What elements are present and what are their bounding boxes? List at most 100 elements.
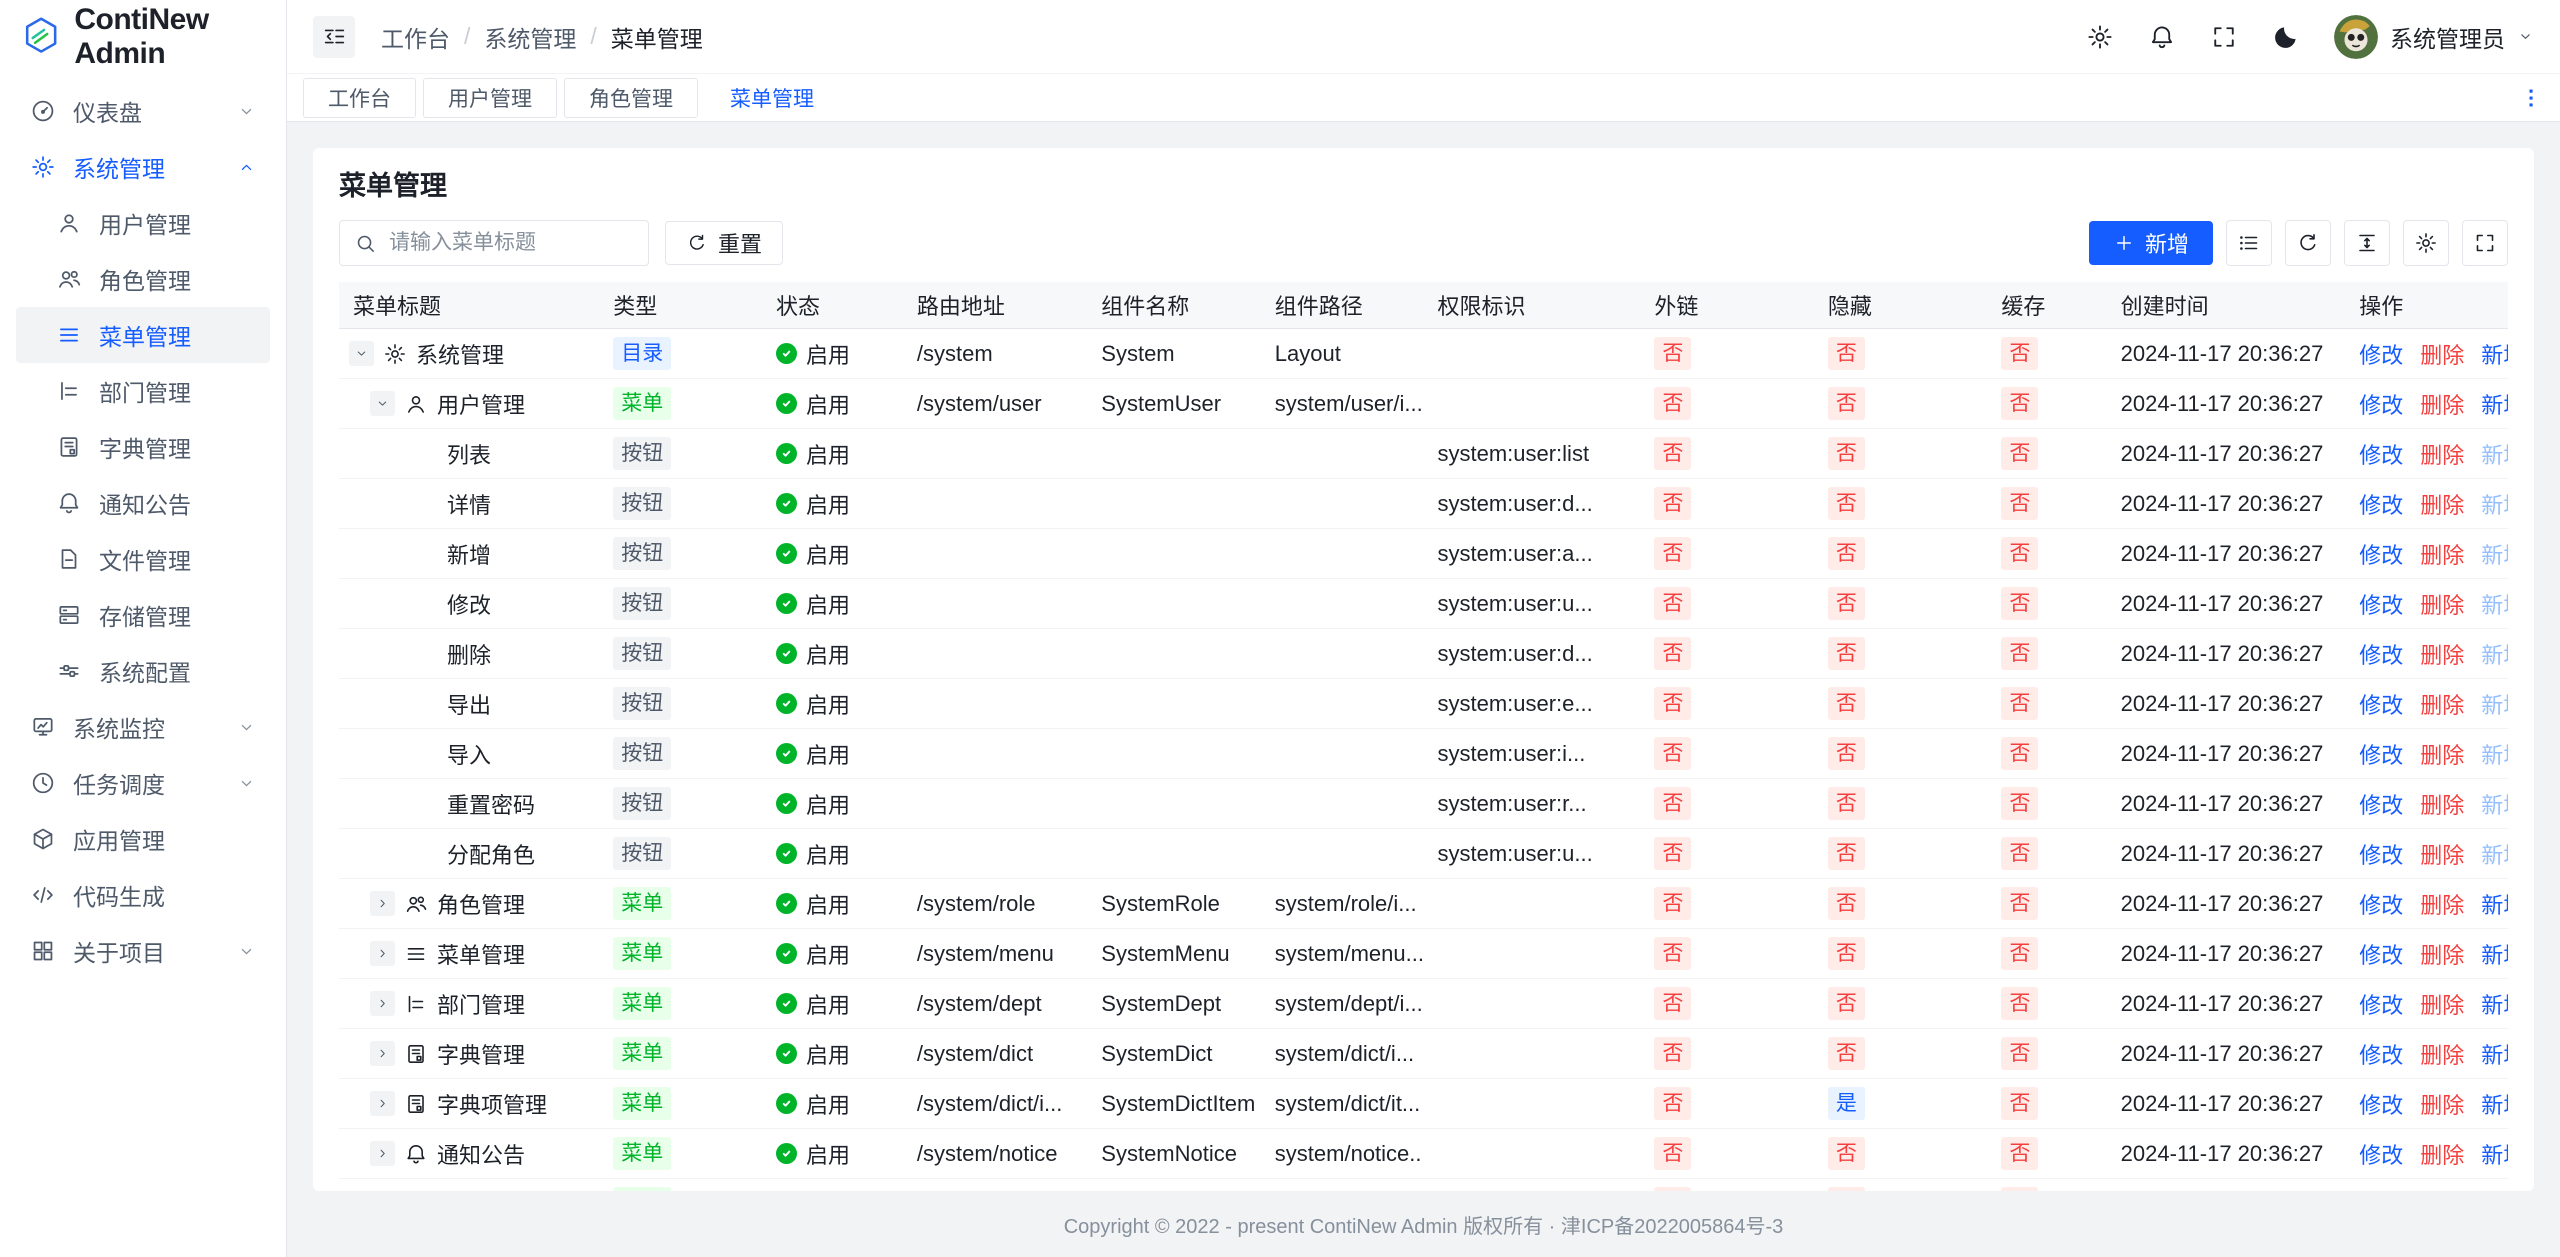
gear-icon[interactable] <box>2086 23 2114 51</box>
sidebar-item-user[interactable]: 用户管理 <box>16 195 270 251</box>
search-input[interactable] <box>387 230 634 256</box>
line-height-button[interactable] <box>2344 220 2390 266</box>
tab-item[interactable]: 用户管理 <box>423 77 557 118</box>
sidebar-item-monitor[interactable]: 系统监控 <box>16 699 270 755</box>
delete-link[interactable]: 删除 <box>2420 392 2465 418</box>
tab-item[interactable]: 角色管理 <box>564 77 698 118</box>
add-link[interactable]: 新增 <box>2481 1142 2508 1168</box>
sidebar-item-gear[interactable]: 系统管理 <box>16 139 270 195</box>
fullscreen-icon[interactable] <box>2210 23 2238 51</box>
edit-link[interactable]: 修改 <box>2359 792 2404 818</box>
sidebar-item-clock[interactable]: 任务调度 <box>16 755 270 811</box>
sidebar-item-storage[interactable]: 存储管理 <box>16 587 270 643</box>
row-expander[interactable] <box>370 391 395 416</box>
bell-icon[interactable] <box>2148 23 2176 51</box>
delete-link[interactable]: 删除 <box>2420 492 2465 518</box>
edit-link[interactable]: 修改 <box>2359 392 2404 418</box>
tab-more-icon[interactable] <box>2518 85 2544 111</box>
edit-link[interactable]: 修改 <box>2359 592 2404 618</box>
sidebar-item-grid[interactable]: 关于项目 <box>16 923 270 979</box>
edit-link[interactable]: 修改 <box>2359 1042 2404 1068</box>
add-link[interactable]: 新增 <box>2481 892 2508 918</box>
row-expander[interactable] <box>370 1141 395 1166</box>
breadcrumb-item[interactable]: 菜单管理 <box>610 25 703 52</box>
row-expander[interactable] <box>370 891 395 916</box>
edit-link[interactable]: 修改 <box>2359 642 2404 668</box>
delete-link[interactable]: 删除 <box>2420 942 2465 968</box>
sidebar-item-menu[interactable]: 菜单管理 <box>16 307 270 363</box>
sidebar-item-dept[interactable]: 部门管理 <box>16 363 270 419</box>
delete-link[interactable]: 删除 <box>2420 442 2465 468</box>
add-link[interactable]: 新增 <box>2481 942 2508 968</box>
edit-link[interactable]: 修改 <box>2359 1142 2404 1168</box>
row-expander[interactable] <box>370 991 395 1016</box>
edit-link[interactable]: 修改 <box>2359 442 2404 468</box>
user-menu[interactable]: 系统管理员 <box>2334 14 2534 59</box>
table-row: 重置密码 按钮 启用 system:user:r... 否 否 否 2024-11-17 20… <box>339 778 2508 829</box>
delete-link[interactable]: 删除 <box>2420 992 2465 1018</box>
row-expander[interactable] <box>370 1041 395 1066</box>
add-link[interactable]: 新增 <box>2481 992 2508 1018</box>
delete-link[interactable]: 删除 <box>2420 742 2465 768</box>
add-link[interactable]: 新增 <box>2481 1042 2508 1068</box>
add-link[interactable]: 新增 <box>2481 392 2508 418</box>
cell-hidden: 否 <box>1813 1128 1988 1179</box>
delete-link[interactable]: 删除 <box>2420 342 2465 368</box>
delete-link[interactable]: 删除 <box>2420 792 2465 818</box>
col-hidden: 隐藏 <box>1813 282 1988 329</box>
list-button[interactable] <box>2226 220 2272 266</box>
table-row: 新增 按钮 启用 system:user:a... 否 否 否 2024-11-17 20:3… <box>339 528 2508 579</box>
delete-link[interactable]: 删除 <box>2420 692 2465 718</box>
refresh-button[interactable] <box>2285 220 2331 266</box>
delete-link[interactable]: 删除 <box>2420 642 2465 668</box>
edit-link[interactable]: 修改 <box>2359 1092 2404 1118</box>
row-expander[interactable] <box>370 941 395 966</box>
delete-link[interactable]: 删除 <box>2420 1092 2465 1118</box>
row-expander[interactable] <box>349 341 374 366</box>
delete-link[interactable]: 删除 <box>2420 542 2465 568</box>
cell-component-path <box>1260 428 1424 479</box>
sidebar-item-sliders[interactable]: 系统配置 <box>16 643 270 699</box>
chevron-down-icon <box>237 718 256 737</box>
refresh-icon <box>686 232 708 254</box>
tab-item[interactable]: 工作台 <box>303 77 416 118</box>
edit-link[interactable]: 修改 <box>2359 742 2404 768</box>
sidebar-item-file[interactable]: 文件管理 <box>16 531 270 587</box>
app-logo[interactable]: ContiNew Admin <box>0 0 286 73</box>
tab-item[interactable]: 菜单管理 <box>705 77 839 118</box>
add-link[interactable]: 新增 <box>2481 1092 2508 1118</box>
external-badge: 否 <box>1654 537 1692 570</box>
sidebar-item-users[interactable]: 角色管理 <box>16 251 270 307</box>
sidebar-item-bell[interactable]: 通知公告 <box>16 475 270 531</box>
edit-link[interactable]: 修改 <box>2359 342 2404 368</box>
moon-icon[interactable] <box>2272 23 2300 51</box>
sidebar-item-code[interactable]: 代码生成 <box>16 867 270 923</box>
row-expander[interactable] <box>370 1091 395 1116</box>
delete-link[interactable]: 删除 <box>2420 1142 2465 1168</box>
edit-link[interactable]: 修改 <box>2359 892 2404 918</box>
edit-link[interactable]: 修改 <box>2359 492 2404 518</box>
sidebar-item-dashboard[interactable]: 仪表盘 <box>16 83 270 139</box>
sidebar-item-dict[interactable]: 字典管理 <box>16 419 270 475</box>
sidebar-item-cube[interactable]: 应用管理 <box>16 811 270 867</box>
breadcrumb-item[interactable]: 系统管理 <box>484 25 577 52</box>
edit-link[interactable]: 修改 <box>2359 842 2404 868</box>
edit-link[interactable]: 修改 <box>2359 692 2404 718</box>
fullscreen-button[interactable] <box>2462 220 2508 266</box>
edit-link[interactable]: 修改 <box>2359 542 2404 568</box>
delete-link[interactable]: 删除 <box>2420 1042 2465 1068</box>
add-link[interactable]: 新增 <box>2481 342 2508 368</box>
add-button[interactable]: 新增 <box>2088 221 2213 265</box>
type-badge: 菜单 <box>613 1137 672 1170</box>
delete-link[interactable]: 删除 <box>2420 842 2465 868</box>
cell-component-path: system/dept/i... <box>1260 978 1424 1029</box>
sidebar-collapse-button[interactable] <box>313 15 355 58</box>
delete-link[interactable]: 删除 <box>2420 592 2465 618</box>
gear-button[interactable] <box>2403 220 2449 266</box>
breadcrumb-item[interactable]: 工作台 <box>381 25 450 52</box>
reset-button[interactable]: 重置 <box>665 221 784 265</box>
edit-link[interactable]: 修改 <box>2359 942 2404 968</box>
delete-link[interactable]: 删除 <box>2420 892 2465 918</box>
cell-route <box>902 478 1088 529</box>
edit-link[interactable]: 修改 <box>2359 992 2404 1018</box>
